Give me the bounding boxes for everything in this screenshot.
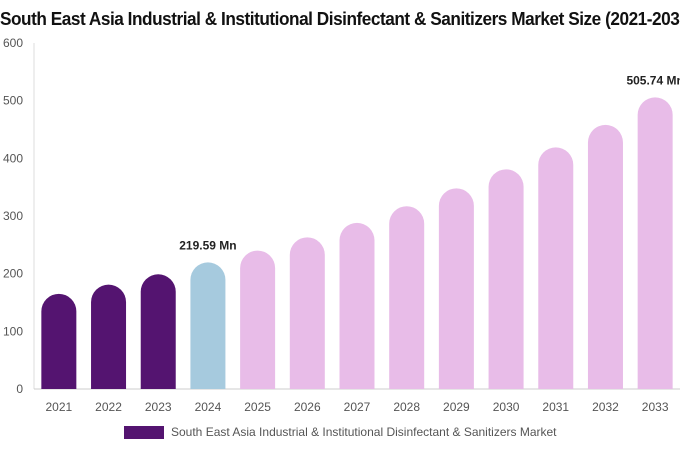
data-labels: 219.59 Mn 505.74 Mn <box>179 73 680 252</box>
x-tick-label-2031: 2031 <box>542 400 569 414</box>
bar-2028 <box>389 206 425 389</box>
x-tick-label-2027: 2027 <box>344 400 371 414</box>
bar-2029 <box>438 188 474 389</box>
legend: South East Asia Industrial & Institution… <box>124 425 557 439</box>
bar-2030 <box>488 169 524 389</box>
y-tick-label: 200 <box>3 267 23 281</box>
x-tick-label-2029: 2029 <box>443 400 470 414</box>
y-tick-label: 300 <box>3 209 23 223</box>
bar-2021 <box>41 293 77 389</box>
x-tick-label-2024: 2024 <box>195 400 222 414</box>
x-tick-label-2022: 2022 <box>95 400 122 414</box>
chart-title: South East Asia Industrial & Institution… <box>0 8 680 29</box>
bar-2026 <box>289 237 325 389</box>
bar-2022 <box>91 284 127 389</box>
bar-2027 <box>339 222 375 389</box>
x-tick-label-2030: 2030 <box>493 400 520 414</box>
x-tick-label-2032: 2032 <box>592 400 619 414</box>
legend-swatch <box>124 425 164 439</box>
y-tick-label: 500 <box>3 94 23 108</box>
bar-series <box>41 97 673 390</box>
x-tick-label-2033: 2033 <box>642 400 669 414</box>
y-tick-labels: 0 100 200 300 400 500 600 <box>3 36 23 396</box>
bar-2023 <box>140 274 176 389</box>
legend-label: South East Asia Industrial & Institution… <box>171 425 557 439</box>
bar-2033 <box>637 97 673 389</box>
bar-2032 <box>587 124 623 390</box>
data-label-2024: 219.59 Mn <box>179 238 236 252</box>
x-tick-label-2026: 2026 <box>294 400 321 414</box>
x-tick-label-2021: 2021 <box>45 400 72 414</box>
x-tick-label-2028: 2028 <box>393 400 420 414</box>
x-tick-label-2025: 2025 <box>244 400 271 414</box>
y-tick-label: 400 <box>3 151 23 165</box>
x-tick-label-2023: 2023 <box>145 400 172 414</box>
bar-2024 <box>190 262 226 389</box>
bar-2025 <box>240 250 276 389</box>
y-tick-label: 0 <box>16 382 23 396</box>
y-tick-label: 600 <box>3 36 23 50</box>
x-tick-labels: 2021 2022 2023 2024 2025 2026 2027 2028 2029 2030… <box>45 400 668 414</box>
data-label-2033: 505.74 Mn <box>626 73 680 87</box>
y-tick-label: 100 <box>3 324 23 338</box>
bar-2031 <box>538 147 574 389</box>
